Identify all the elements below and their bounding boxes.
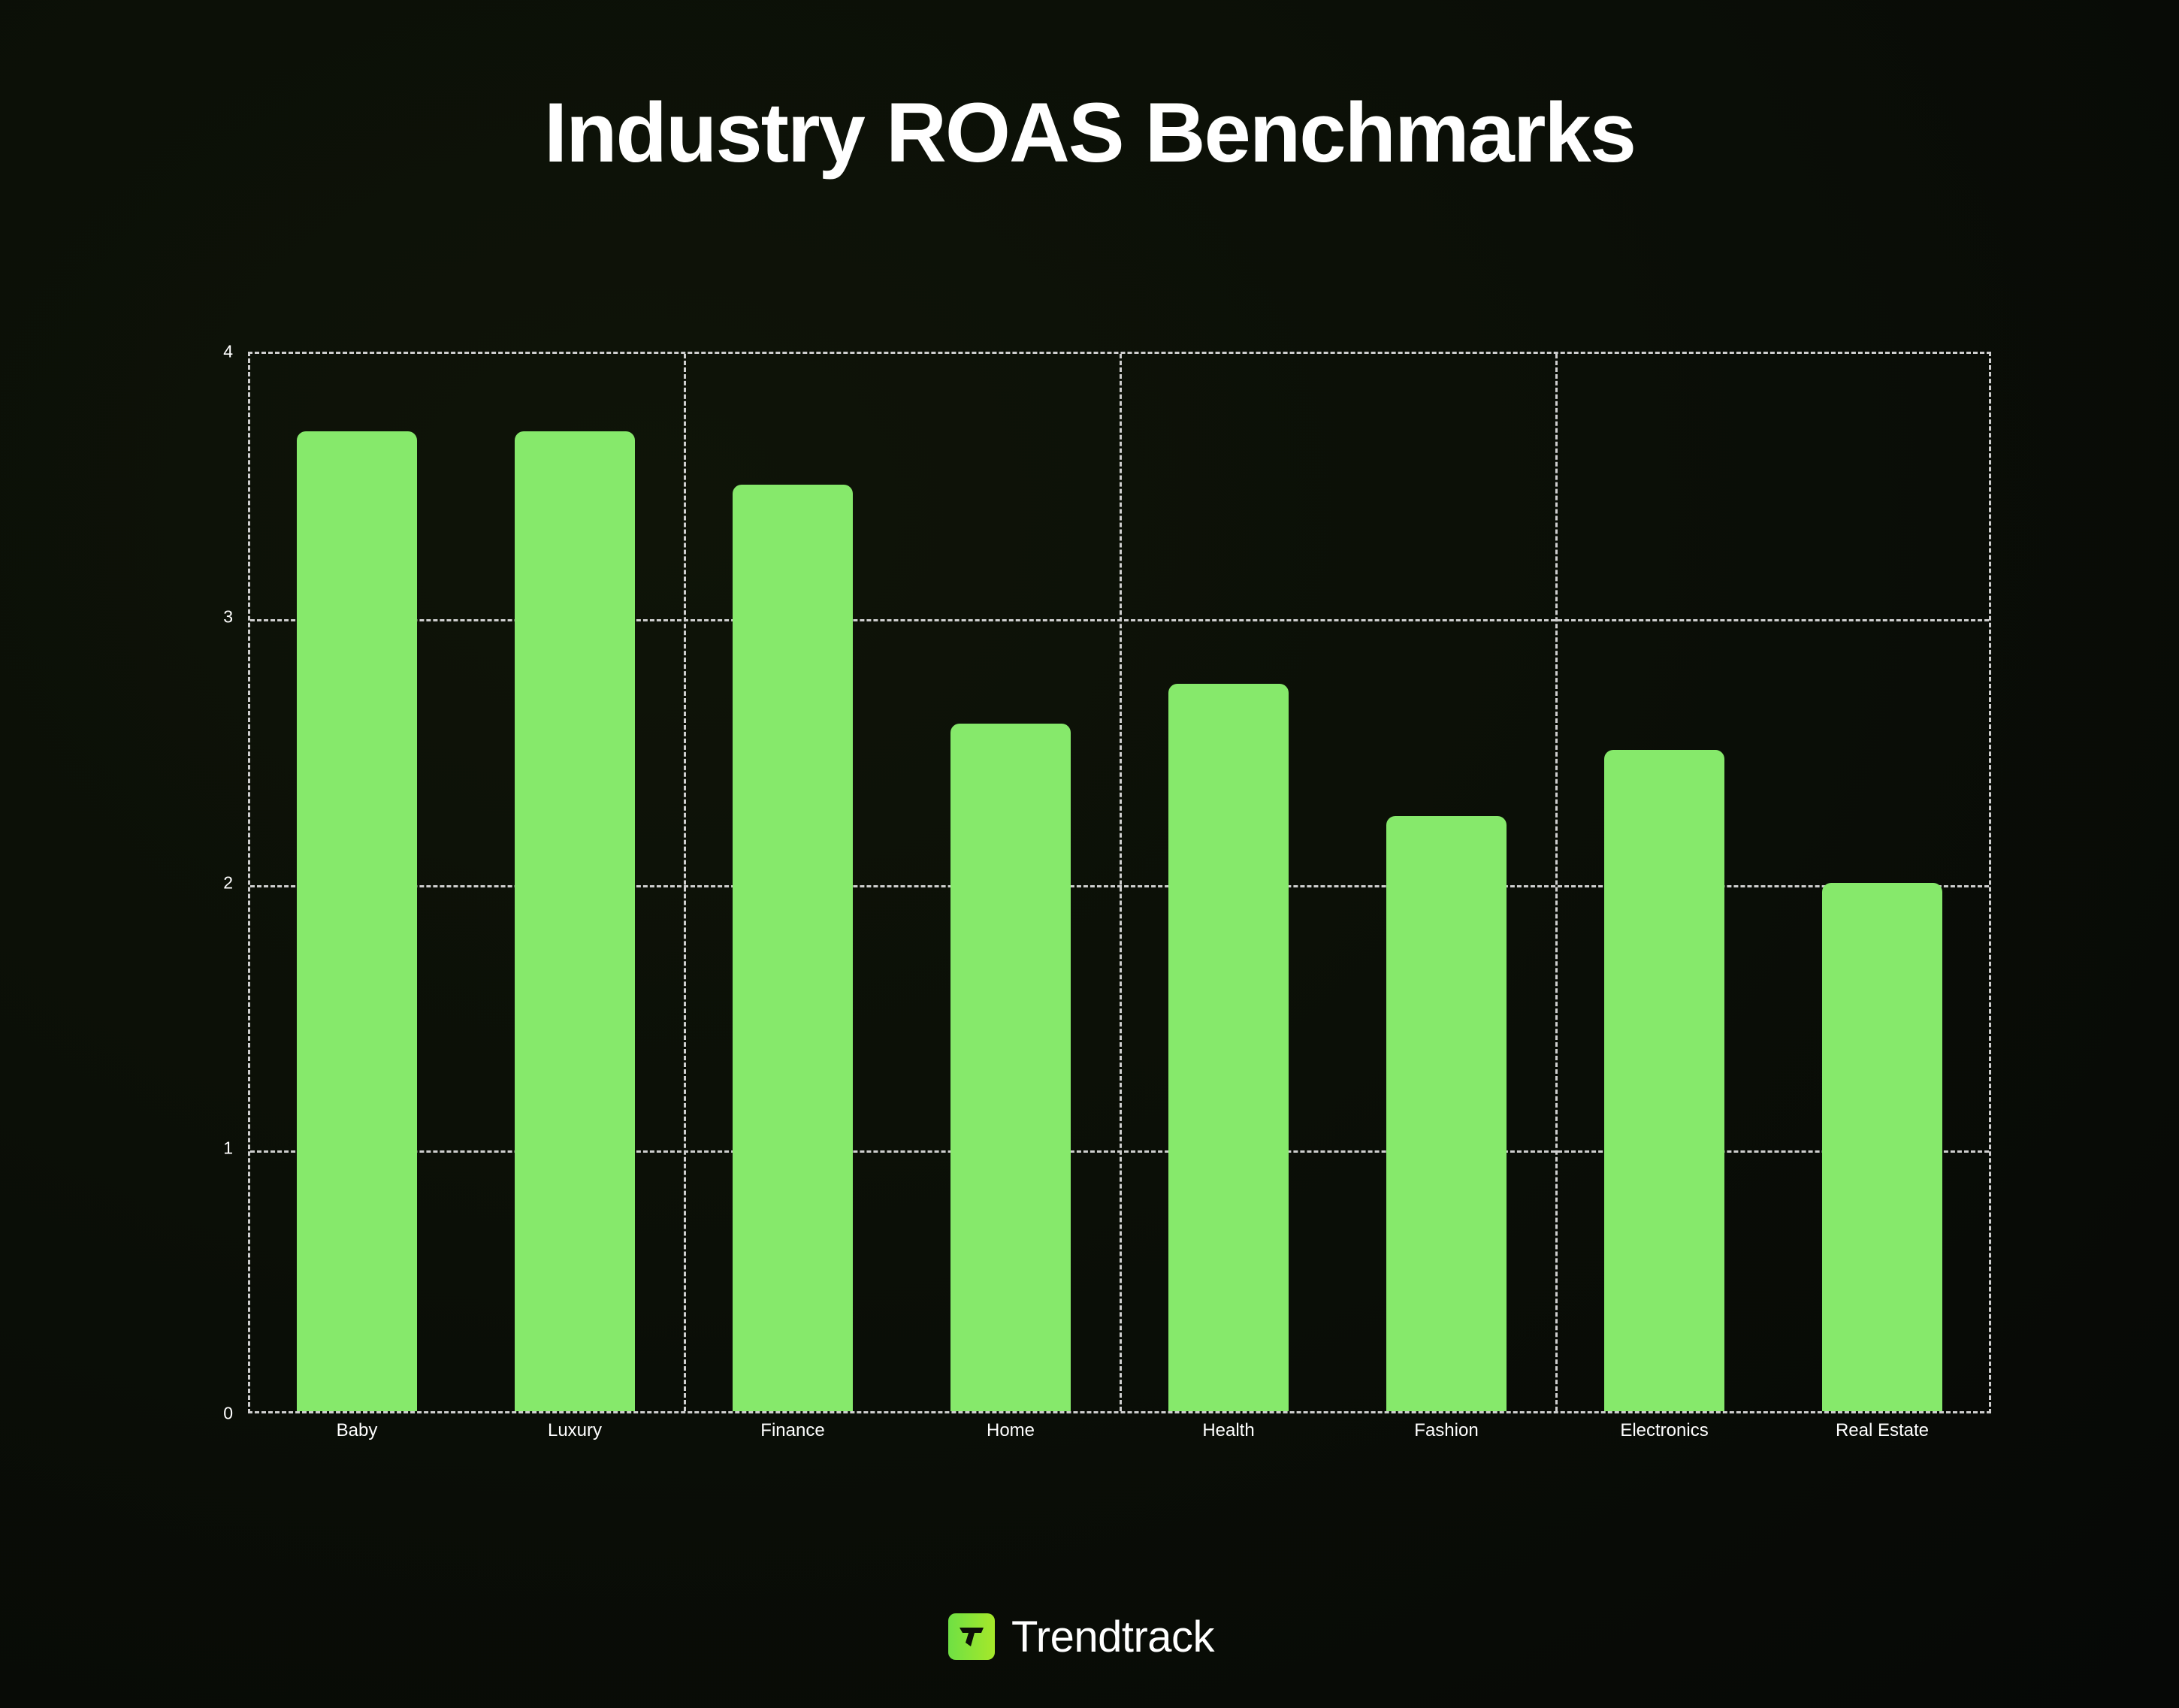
y-tick-label: 1 (223, 1138, 233, 1158)
bar-health (1168, 683, 1289, 1411)
x-tick-label: Electronics (1620, 1420, 1709, 1440)
y-tick-label: 3 (223, 606, 233, 627)
y-tick-label: 4 (223, 341, 233, 361)
plot-area (248, 352, 1991, 1413)
bar-luxury (515, 431, 635, 1411)
bar-baby (297, 431, 417, 1411)
x-tick-label: Home (986, 1420, 1035, 1440)
bar-fashion (1386, 816, 1507, 1411)
bar-electronics (1604, 749, 1724, 1411)
bar-real-estate (1822, 882, 1942, 1411)
v-gridline (1120, 354, 1122, 1411)
x-tick-label: Fashion (1414, 1420, 1479, 1440)
y-tick-label: 2 (223, 872, 233, 892)
brand-footer: Trendtrack (948, 1612, 1215, 1661)
y-tick-label: 0 (223, 1403, 233, 1423)
x-tick-label: Finance (760, 1420, 825, 1440)
v-gridline (1555, 354, 1558, 1411)
x-tick-label: Real Estate (1835, 1420, 1930, 1440)
v-gridline (684, 354, 686, 1411)
chart-title: Industry ROAS Benchmarks (544, 86, 1637, 180)
x-tick-label: Health (1202, 1420, 1255, 1440)
x-tick-label: Baby (336, 1420, 378, 1440)
bar-home (950, 723, 1071, 1411)
bar-finance (733, 484, 853, 1411)
x-tick-label: Luxury (547, 1420, 603, 1440)
trendtrack-logo-icon (948, 1613, 995, 1660)
brand-name: Trendtrack (1011, 1612, 1215, 1661)
